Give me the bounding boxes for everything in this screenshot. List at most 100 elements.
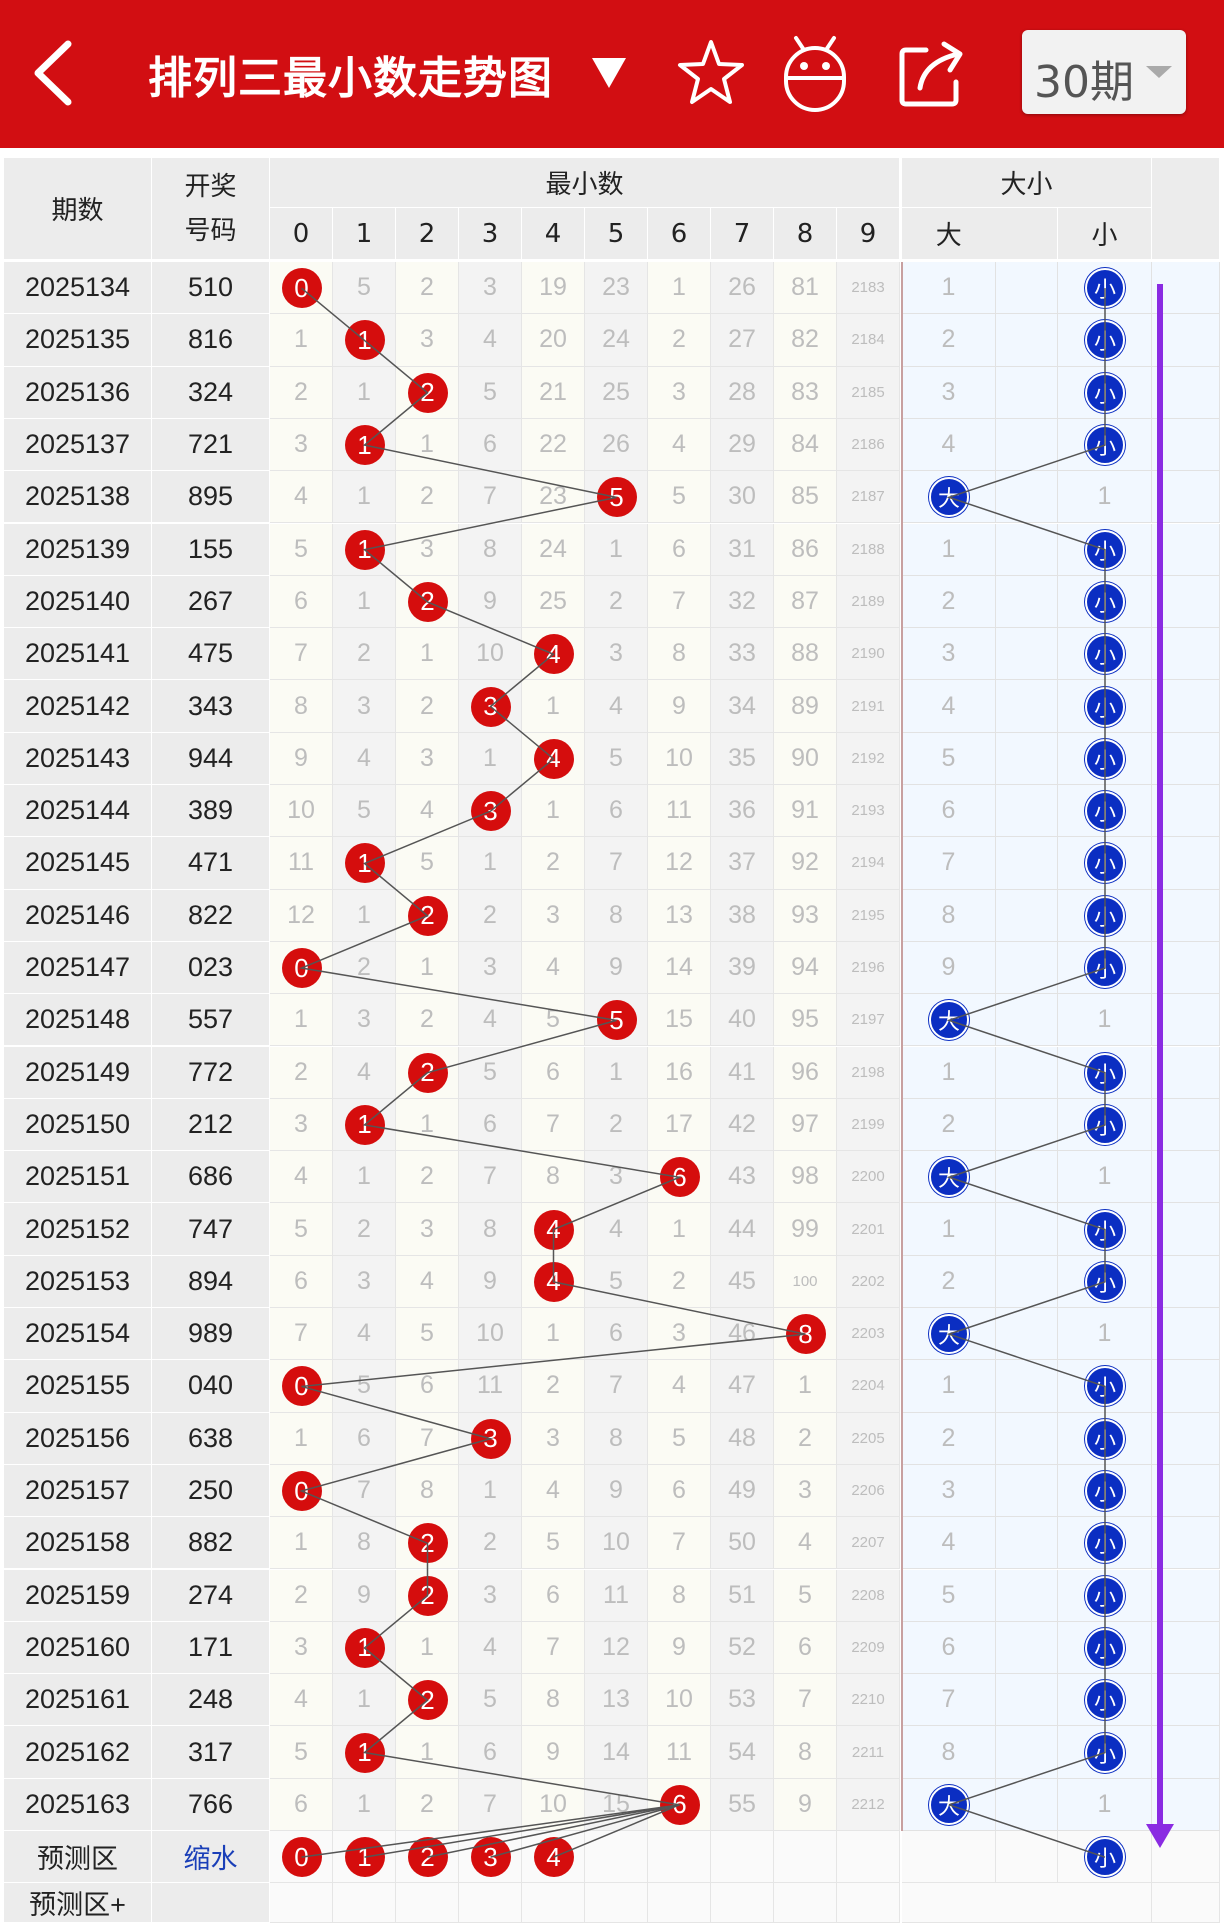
star-icon[interactable] [676,38,746,108]
extra-cell [1152,523,1220,576]
miss-cell: 2 [585,575,648,629]
issue-cell: 2025156 [4,1412,152,1465]
predict-ball: 0 [281,1837,322,1878]
extra-cell [1152,889,1220,942]
miss-cell: 23 [522,471,585,524]
miss-cell: 2186 [837,418,900,472]
miss-cell: 30 [711,471,774,524]
miss-cell: 1 [648,1203,711,1256]
miss-cell: 3 [459,941,522,995]
size-mid-cell [996,1726,1058,1779]
miss-cell: 99 [774,1203,837,1256]
predict-plus-cell [333,1883,396,1923]
min-digit-ball: 2 [407,1052,448,1093]
miss-cell: 1 [522,785,585,838]
predict-plus-cell [585,1883,648,1923]
miss-cell: 37 [711,837,774,890]
miss-cell: 2188 [837,523,900,576]
issue-cell: 2025162 [4,1726,152,1779]
issue-cell: 2025136 [4,366,152,419]
winning-number-cell: 212 [152,1098,270,1152]
miss-cell: 1 [459,837,522,890]
extra-cell [1152,366,1220,419]
miss-cell: 5 [585,1255,648,1308]
miss-cell: 25 [522,575,585,629]
miss-cell: 4 [648,418,711,472]
winning-number-cell: 248 [152,1674,270,1727]
robot-icon[interactable] [780,30,850,114]
winning-number-cell: 155 [152,523,270,576]
predict-extra [1152,1831,1220,1884]
miss-cell: 6 [270,1778,333,1831]
issue-cell: 2025149 [4,1046,152,1099]
issue-cell: 2025160 [4,1621,152,1675]
size-big-cell: 2 [902,314,996,367]
header-digit-1: 1 [333,208,396,260]
size-mid-cell [996,1046,1058,1099]
miss-cell: 6 [459,418,522,472]
miss-cell: 2193 [837,785,900,838]
issue-cell: 2025155 [4,1360,152,1413]
predict-ball: 2 [407,1837,448,1878]
miss-cell: 2 [459,1517,522,1570]
page-title[interactable]: 排列三最小数走势图 [148,53,553,104]
extra-cell [1152,1308,1220,1361]
extra-cell [1152,628,1220,681]
miss-cell: 2 [459,889,522,942]
miss-cell: 95 [774,994,837,1047]
period-select-label: 30期 [1034,57,1134,108]
winning-number-cell: 267 [152,575,270,629]
size-small-cell: 1 [1058,1151,1152,1204]
miss-cell: 2203 [837,1308,900,1361]
size-mid-cell [996,418,1058,472]
miss-cell: 3 [333,994,396,1047]
predict-plus-label: 预测区+ [4,1883,152,1923]
size-mid-cell [996,314,1058,367]
issue-cell: 2025146 [4,889,152,942]
miss-cell: 4 [396,785,459,838]
miss-cell: 29 [711,418,774,472]
size-big-cell: 2 [902,1255,996,1308]
predict-plus-cell [648,1883,711,1923]
shrink-link[interactable]: 缩水 [152,1831,270,1884]
miss-cell: 2 [396,994,459,1047]
miss-cell: 11 [459,1360,522,1413]
miss-cell: 5 [396,837,459,890]
winning-number-cell: 721 [152,418,270,472]
extra-cell [1152,262,1220,315]
size-big-cell: 1 [902,1360,996,1413]
issue-cell: 2025141 [4,628,152,681]
miss-cell: 2 [396,1151,459,1204]
header-size-small: 小 [1058,208,1152,260]
miss-cell: 2 [396,471,459,524]
extra-cell [1152,1412,1220,1465]
miss-cell: 31 [711,523,774,576]
extra-cell [1152,314,1220,367]
share-icon[interactable] [896,38,968,110]
dropdown-caret-icon[interactable] [592,58,626,88]
miss-cell: 1 [648,262,711,315]
back-arrow-icon[interactable] [28,38,78,108]
size-big-cell: 9 [902,941,996,995]
issue-cell: 2025138 [4,471,152,524]
miss-cell: 10 [270,785,333,838]
miss-cell: 8 [396,1464,459,1518]
miss-cell: 8 [774,1726,837,1779]
size-mid-cell [996,366,1058,419]
size-small-ball: 小 [1085,1627,1125,1668]
period-select[interactable]: 30期 [1022,30,1186,114]
predict-plus-cell [774,1883,837,1923]
miss-cell: 9 [648,680,711,733]
issue-cell: 2025143 [4,732,152,785]
miss-cell: 8 [648,628,711,681]
miss-cell: 4 [648,1360,711,1413]
miss-cell: 7 [333,1464,396,1518]
size-big-cell: 8 [902,1726,996,1779]
winning-number-cell: 989 [152,1308,270,1361]
miss-cell: 5 [522,994,585,1047]
predict-cell [585,1831,648,1884]
header-size-big: 大 [902,208,997,260]
min-digit-ball: 2 [407,581,448,622]
miss-cell: 5 [459,1674,522,1727]
miss-cell: 3 [396,732,459,785]
